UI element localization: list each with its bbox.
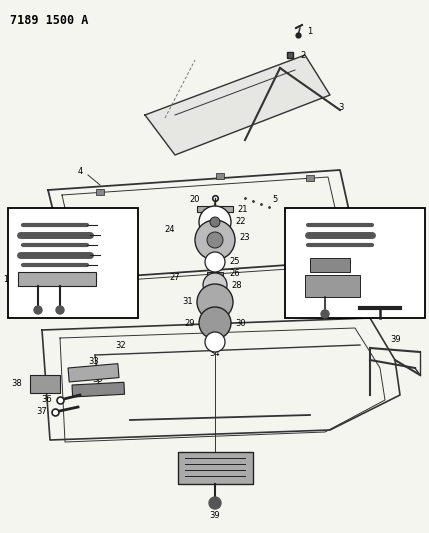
Text: 24: 24 [164,225,175,235]
Text: 38: 38 [11,379,22,389]
Text: 13: 13 [296,221,305,230]
Text: 8: 8 [99,240,104,249]
Circle shape [203,273,227,297]
Text: 9: 9 [102,251,107,260]
Text: 16: 16 [385,240,395,249]
Text: 25: 25 [229,257,239,266]
Text: 14: 14 [296,230,305,239]
Bar [306,175,314,181]
Circle shape [199,206,231,238]
Text: 36: 36 [41,395,52,405]
Bar [336,217,344,223]
Bar [18,272,96,286]
Bar [197,206,233,212]
Circle shape [56,306,64,314]
Text: 22: 22 [235,217,245,227]
Circle shape [205,332,225,352]
Text: 39: 39 [210,512,221,521]
Text: 26: 26 [229,270,240,279]
Text: 6: 6 [99,221,104,230]
Text: 28: 28 [231,280,242,289]
Text: 31: 31 [182,297,193,306]
Bar [207,272,223,277]
Text: 17: 17 [296,261,306,270]
Bar [68,364,119,382]
Text: 33: 33 [88,358,99,367]
Bar [285,208,425,318]
Circle shape [205,252,225,272]
Text: 7189 1500 A: 7189 1500 A [10,14,88,27]
Bar [96,189,104,195]
Text: 4: 4 [78,167,83,176]
Text: 11: 11 [3,274,13,284]
Text: 29: 29 [184,319,195,327]
Text: 40: 40 [355,311,365,320]
Text: 18: 18 [290,281,300,290]
Circle shape [199,307,231,339]
Text: 19: 19 [290,308,300,317]
Circle shape [197,284,233,320]
Bar [310,258,350,272]
Bar [8,208,138,318]
Text: 12: 12 [68,305,78,314]
Text: 2: 2 [300,51,305,60]
Text: 1: 1 [307,28,312,36]
Text: 5: 5 [272,196,277,205]
Text: 39: 39 [390,335,401,344]
Polygon shape [145,55,330,155]
Circle shape [321,310,329,318]
Circle shape [209,497,221,509]
Text: 20: 20 [190,196,200,205]
Bar [216,173,224,179]
Text: 32: 32 [115,341,126,350]
Text: 30: 30 [235,319,246,327]
Circle shape [210,217,220,227]
Bar [305,275,360,297]
Text: 23: 23 [239,233,250,243]
Bar [178,452,253,484]
Text: 35: 35 [92,376,103,384]
Circle shape [34,306,42,314]
Text: 34: 34 [210,350,221,359]
Text: 10: 10 [99,261,109,270]
Text: 21: 21 [237,205,248,214]
Text: 3: 3 [338,103,343,112]
Text: 15: 15 [385,221,395,230]
Text: 27: 27 [169,273,180,282]
Text: 8: 8 [300,240,305,249]
Text: 7: 7 [102,230,107,239]
Bar [72,382,124,397]
Bar [30,375,60,393]
Circle shape [195,220,235,260]
Circle shape [207,232,223,248]
Text: 37: 37 [36,408,47,416]
